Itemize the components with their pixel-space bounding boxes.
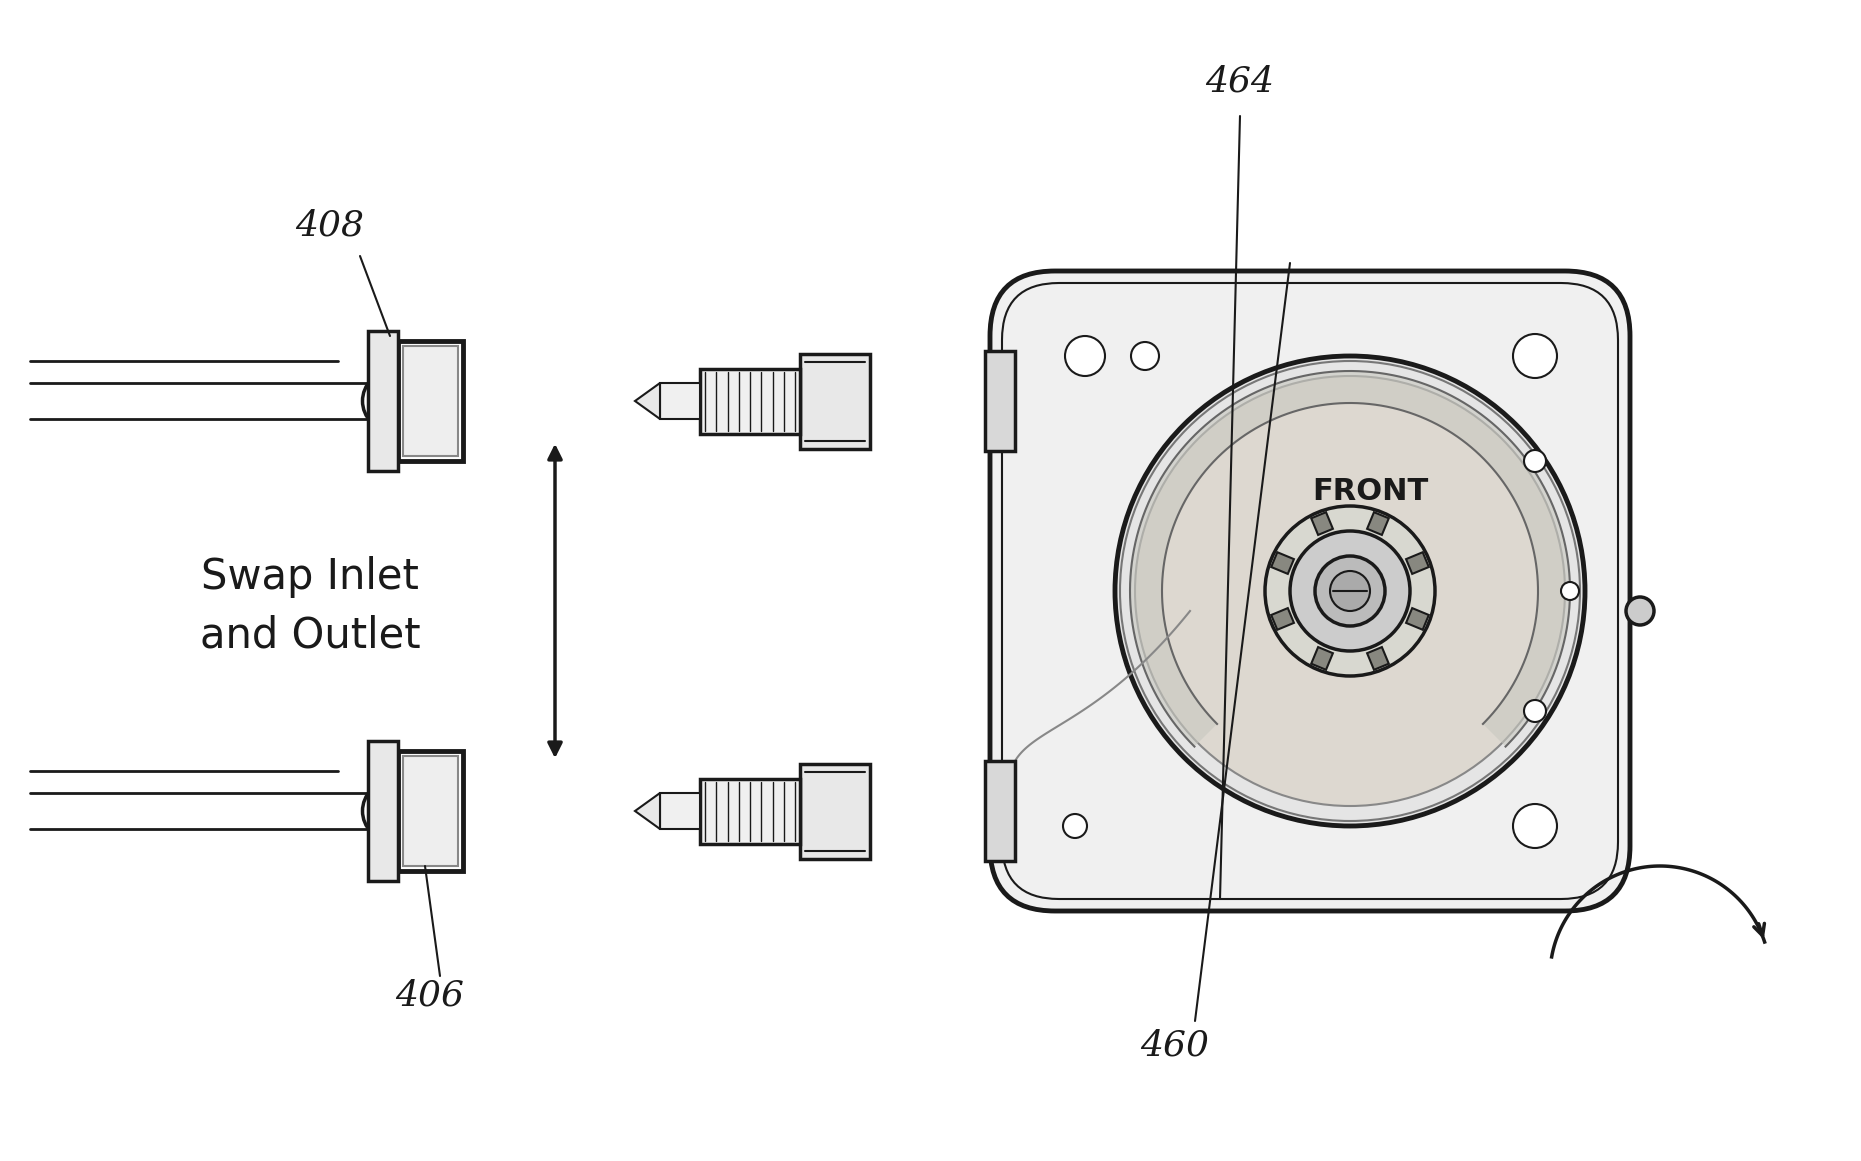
Bar (700, 779, 800, 844)
Circle shape (1524, 450, 1546, 473)
Bar (984, 351, 1014, 450)
Text: FRONT: FRONT (1312, 476, 1427, 505)
Circle shape (1513, 805, 1558, 848)
Bar (398, 751, 463, 871)
Polygon shape (1312, 647, 1332, 670)
Bar (800, 353, 869, 448)
Text: 406: 406 (396, 979, 465, 1014)
Circle shape (1316, 556, 1385, 626)
Circle shape (1513, 334, 1558, 378)
Circle shape (1131, 342, 1159, 370)
Circle shape (1064, 336, 1105, 376)
Circle shape (1063, 814, 1087, 838)
Circle shape (1290, 531, 1411, 651)
Bar (398, 341, 463, 461)
Polygon shape (1312, 512, 1332, 535)
Polygon shape (1271, 608, 1293, 629)
Polygon shape (635, 383, 661, 419)
Circle shape (1524, 700, 1546, 722)
Bar (661, 383, 700, 419)
Circle shape (363, 781, 422, 841)
Circle shape (1561, 582, 1578, 600)
Circle shape (1627, 597, 1654, 625)
Circle shape (1115, 356, 1586, 825)
Text: 408: 408 (296, 209, 365, 243)
Bar (402, 756, 458, 866)
Text: Swap Inlet
and Outlet: Swap Inlet and Outlet (199, 556, 421, 656)
Circle shape (1265, 506, 1435, 676)
Bar (367, 741, 398, 881)
Polygon shape (1130, 372, 1571, 747)
Text: 464: 464 (1206, 64, 1275, 98)
Text: 460: 460 (1141, 1029, 1210, 1063)
Polygon shape (1407, 553, 1429, 574)
Circle shape (363, 372, 422, 431)
FancyBboxPatch shape (990, 271, 1630, 911)
Bar (800, 764, 869, 858)
Bar (367, 331, 398, 471)
Circle shape (1135, 376, 1565, 806)
Polygon shape (1407, 608, 1429, 629)
Bar (661, 793, 700, 829)
Polygon shape (1271, 553, 1293, 574)
Bar (700, 368, 800, 433)
Bar (402, 346, 458, 456)
Polygon shape (1368, 512, 1388, 535)
Circle shape (1331, 571, 1370, 611)
Polygon shape (635, 793, 661, 829)
Polygon shape (1368, 647, 1388, 670)
Bar (984, 760, 1014, 861)
